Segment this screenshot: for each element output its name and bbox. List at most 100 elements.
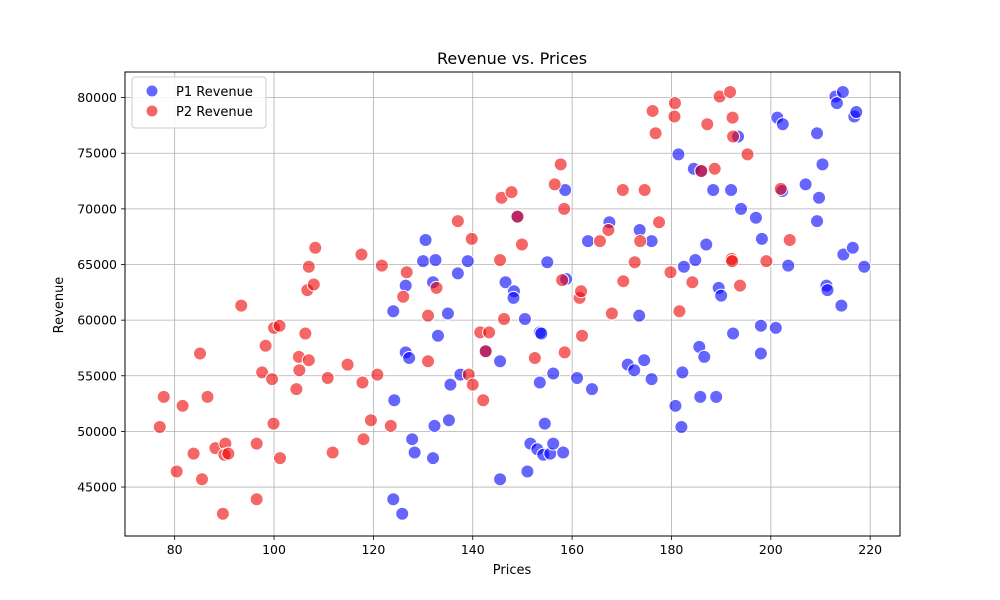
- p1-revenue-point: [726, 326, 741, 341]
- y-tick-label: 75000: [77, 146, 117, 161]
- p2-revenue-point: [255, 365, 270, 380]
- p1-revenue-point: [450, 266, 465, 281]
- p1-revenue-point: [546, 436, 561, 451]
- p2-revenue-point: [527, 350, 542, 365]
- p2-revenue-point: [514, 237, 529, 252]
- p1-revenue-point: [709, 389, 724, 404]
- p2-revenue-point: [733, 278, 748, 293]
- p2-revenue-point: [782, 233, 797, 248]
- p1-revenue-point: [820, 283, 835, 298]
- p2-revenue-point: [374, 258, 389, 273]
- p1-revenue-point: [798, 177, 813, 192]
- p2-revenue-point: [493, 253, 508, 268]
- chart-title: Revenue vs. Prices: [437, 49, 587, 68]
- p1-revenue-point: [537, 416, 552, 431]
- p1-revenue-point: [668, 398, 683, 413]
- p1-revenue-point: [493, 354, 508, 369]
- p2-revenue-point: [759, 254, 774, 269]
- p2-revenue-point: [482, 325, 497, 340]
- p2-revenue-point: [356, 432, 371, 447]
- y-tick-label: 55000: [77, 368, 117, 383]
- y-tick-label: 65000: [77, 257, 117, 272]
- p1-revenue-point: [754, 231, 769, 246]
- p1-revenue-point: [637, 353, 652, 368]
- p1-revenue-point: [581, 234, 596, 249]
- p2-revenue-point: [175, 398, 190, 413]
- p1-revenue-point: [849, 105, 864, 120]
- p1-revenue-point: [775, 117, 790, 132]
- y-tick-label: 80000: [77, 90, 117, 105]
- p1-revenue-point: [584, 382, 599, 397]
- p2-revenue-point: [156, 389, 171, 404]
- p1-revenue-point: [386, 304, 401, 319]
- p1-revenue-point: [675, 365, 690, 380]
- p2-revenue-point: [575, 328, 590, 343]
- p2-revenue-point: [325, 445, 340, 460]
- p1-revenue-point: [386, 492, 401, 507]
- p1-revenue-point: [532, 375, 547, 390]
- p2-revenue-point: [773, 181, 788, 196]
- p2-revenue-point: [663, 265, 678, 280]
- p1-revenue-point: [748, 210, 763, 225]
- p2-revenue-point: [707, 161, 722, 176]
- p2-revenue-point: [627, 255, 642, 270]
- p1-revenue-point: [506, 290, 521, 305]
- x-tick-label: 100: [262, 542, 286, 557]
- p2-revenue-point: [169, 464, 184, 479]
- p1-revenue-point: [835, 85, 850, 100]
- x-tick-label: 120: [361, 542, 385, 557]
- p2-revenue-point: [249, 492, 264, 507]
- p2-revenue-point: [272, 318, 287, 333]
- p2-revenue-point: [476, 393, 491, 408]
- p2-revenue-point: [266, 416, 281, 431]
- p2-revenue-point: [645, 103, 660, 118]
- p2-revenue-point: [667, 96, 682, 111]
- p2-revenue-point: [685, 275, 700, 290]
- plot-frame: [124, 71, 901, 537]
- p1-revenue-point: [836, 247, 851, 262]
- p2-revenue-point: [301, 259, 316, 274]
- p1-revenue-point: [812, 190, 827, 205]
- p1-revenue-point: [697, 349, 712, 364]
- p2-revenue-point: [637, 182, 652, 197]
- p2-revenue-point: [258, 338, 273, 353]
- p2-revenue-point: [289, 382, 304, 397]
- p1-revenue-point: [671, 147, 686, 162]
- p1-revenue-point: [427, 418, 442, 433]
- p2-revenue-point: [601, 223, 616, 238]
- p2-revenue-point: [340, 357, 355, 372]
- x-tick-label: 160: [560, 542, 584, 557]
- p1-revenue-point: [676, 259, 691, 274]
- p1-revenue-point: [688, 253, 703, 268]
- p1-revenue-point: [460, 254, 475, 269]
- p2-revenue-point: [195, 472, 210, 487]
- x-tick-label: 220: [858, 542, 882, 557]
- p1-revenue-point: [674, 419, 689, 434]
- p2-revenue-point: [667, 109, 682, 124]
- p1-revenue-point: [753, 318, 768, 333]
- p1-revenue-point: [540, 255, 555, 270]
- legend-label-p1: P1 Revenue: [176, 85, 253, 100]
- p2-revenue-point: [193, 346, 208, 361]
- p1-revenue-point: [498, 275, 513, 290]
- p1-revenue-point: [520, 464, 535, 479]
- p2-revenue-point: [672, 304, 687, 319]
- p2-revenue-point: [152, 419, 167, 434]
- y-axis-label: Revenue: [52, 277, 67, 334]
- p1-revenue-point: [428, 253, 443, 268]
- p1-revenue-point: [556, 445, 571, 460]
- p2-revenue-point: [320, 370, 335, 385]
- p2-revenue-point: [301, 353, 316, 368]
- p2-revenue-point: [633, 234, 648, 249]
- data-points: [152, 85, 872, 521]
- legend-marker-p1: [145, 84, 159, 98]
- p2-revenue-point: [429, 280, 444, 295]
- p2-revenue-point: [221, 446, 236, 461]
- p1-revenue-point: [724, 182, 739, 197]
- p2-revenue-point: [399, 265, 414, 280]
- p1-revenue-point: [441, 413, 456, 428]
- x-tick-label: 80: [167, 542, 183, 557]
- p1-revenue-point: [534, 326, 549, 341]
- p1-revenue-point: [810, 214, 825, 229]
- p2-revenue-point: [648, 126, 663, 141]
